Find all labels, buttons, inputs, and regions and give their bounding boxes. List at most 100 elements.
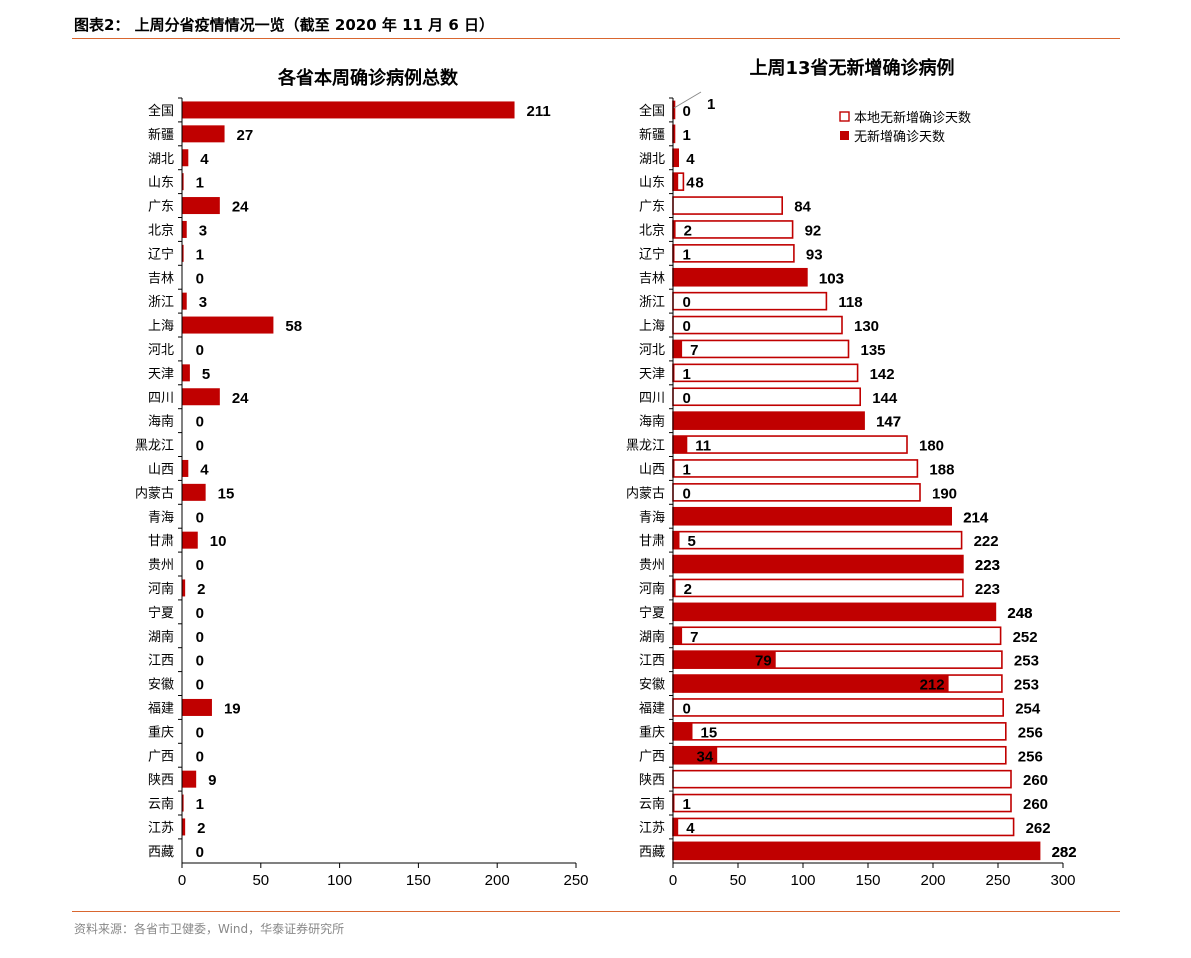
left-bar bbox=[182, 316, 274, 334]
right-category-label: 内蒙古 bbox=[626, 485, 665, 501]
right-filled-label: 1 bbox=[683, 366, 691, 383]
right-outline-bar bbox=[672, 387, 861, 407]
right-filled-bar bbox=[673, 675, 949, 693]
right-category-label: 重庆 bbox=[639, 724, 665, 740]
right-category-label: 河北 bbox=[639, 343, 665, 358]
left-category-label: 甘肃 bbox=[148, 534, 174, 549]
right-filled-label: 248 bbox=[1007, 605, 1032, 622]
right-outline-label: 223 bbox=[975, 557, 1000, 574]
right-filled-label: 0 bbox=[683, 103, 691, 120]
right-outline-label: 190 bbox=[932, 485, 957, 502]
right-category-label: 河南 bbox=[639, 581, 665, 597]
right-outline-label: 256 bbox=[1018, 748, 1043, 765]
left-category-label: 四川 bbox=[148, 391, 174, 406]
left-category-label: 湖北 bbox=[148, 152, 174, 167]
left-value-label: 5 bbox=[202, 366, 210, 383]
left-bar bbox=[182, 388, 220, 406]
right-filled-label: 1 bbox=[683, 127, 691, 144]
left-bar bbox=[182, 292, 187, 310]
figure-title: 图表2： 上周分省疫情情况一览（截至 2020 年 11 月 6 日） bbox=[74, 16, 495, 34]
right-chart-title: 上周13省无新增确诊病例 bbox=[749, 57, 954, 79]
left-category-label: 黑龙江 bbox=[135, 439, 174, 454]
left-value-label: 1 bbox=[196, 796, 204, 813]
left-bar bbox=[182, 483, 206, 501]
right-outline-label: 262 bbox=[1026, 820, 1051, 837]
right-category-label: 海南 bbox=[639, 414, 665, 430]
right-filled-label: 5 bbox=[688, 533, 696, 550]
right-outline-label: 103 bbox=[819, 270, 844, 287]
left-category-label: 陕西 bbox=[148, 773, 174, 788]
right-filled-label: 4 bbox=[686, 151, 695, 168]
right-filled-label: 214 bbox=[963, 509, 989, 526]
right-filled-bar bbox=[673, 746, 718, 764]
right-outline-bar bbox=[672, 793, 1012, 813]
left-value-label: 0 bbox=[196, 414, 204, 431]
right-filled-bar bbox=[673, 125, 675, 143]
left-category-label: 辽宁 bbox=[148, 246, 174, 262]
legend-filled-swatch bbox=[840, 131, 849, 140]
left-x-tick-label: 100 bbox=[327, 872, 352, 889]
right-outline-bar bbox=[672, 459, 919, 478]
left-value-label: 1 bbox=[196, 246, 204, 263]
left-value-label: 3 bbox=[199, 222, 207, 239]
top-rule bbox=[72, 38, 1120, 39]
left-bar bbox=[182, 197, 220, 215]
right-category-label: 江西 bbox=[639, 654, 665, 669]
right-category-label: 天津 bbox=[639, 367, 665, 382]
right-outline-bar bbox=[672, 530, 963, 550]
right-filled-label: 15 bbox=[701, 724, 718, 741]
right-category-label: 广西 bbox=[639, 749, 665, 764]
left-value-label: 0 bbox=[196, 677, 204, 694]
right-category-label: 宁夏 bbox=[639, 605, 665, 621]
left-value-label: 9 bbox=[208, 772, 216, 789]
left-bar bbox=[182, 220, 187, 238]
right-filled-label: 34 bbox=[697, 748, 714, 765]
left-category-label: 河北 bbox=[148, 343, 174, 358]
right-filled-bar bbox=[673, 555, 963, 573]
source-note: 资料来源：各省市卫健委，Wind，华泰证券研究所 bbox=[74, 922, 345, 936]
left-value-label: 10 bbox=[210, 533, 227, 550]
right-outline-bar bbox=[672, 483, 921, 502]
right-filled-label: 0 bbox=[683, 485, 691, 502]
right-filled-bar bbox=[673, 579, 676, 597]
right-category-label: 西藏 bbox=[639, 845, 665, 860]
left-bar bbox=[182, 101, 515, 119]
left-value-label: 0 bbox=[196, 605, 204, 622]
left-bar bbox=[182, 818, 186, 836]
left-value-label: 0 bbox=[196, 342, 204, 359]
left-bar bbox=[182, 244, 184, 262]
right-filled-bar bbox=[673, 268, 807, 286]
left-category-label: 湖南 bbox=[148, 629, 174, 645]
right-category-label: 青海 bbox=[639, 510, 665, 525]
left-bar bbox=[182, 794, 184, 812]
right-outline-bar bbox=[672, 769, 1012, 789]
right-category-label: 云南 bbox=[639, 796, 665, 812]
legend-outline-label: 本地无新增确诊天数 bbox=[854, 110, 971, 126]
right-outline-label: 256 bbox=[1018, 724, 1043, 741]
left-category-label: 江西 bbox=[148, 654, 174, 669]
left-value-label: 2 bbox=[197, 581, 205, 598]
right-category-label: 福建 bbox=[639, 701, 665, 716]
right-filled-bar bbox=[673, 459, 675, 477]
legend-filled-label: 无新增确诊天数 bbox=[854, 129, 945, 145]
right-outline-label: 84 bbox=[794, 199, 811, 216]
left-value-label: 4 bbox=[200, 461, 209, 478]
left-category-label: 全国 bbox=[148, 103, 174, 119]
left-bar-chart: 各省本周确诊病例总数 21127412431035805240041501002… bbox=[135, 67, 589, 889]
right-filled-bar bbox=[673, 794, 675, 812]
right-filled-bar bbox=[673, 842, 1040, 860]
right-filled-label: 7 bbox=[690, 629, 698, 646]
right-outline-label: 254 bbox=[1015, 700, 1041, 717]
right-filled-label: 0 bbox=[683, 700, 691, 717]
left-category-label: 西藏 bbox=[148, 845, 174, 860]
right-filled-bar bbox=[673, 627, 683, 645]
left-bar bbox=[182, 531, 198, 549]
left-value-label: 0 bbox=[196, 653, 204, 670]
right-filled-bar bbox=[673, 603, 996, 621]
right-filled-bar bbox=[673, 531, 680, 549]
right-filled-bar bbox=[673, 220, 676, 238]
right-category-label: 安徽 bbox=[639, 678, 665, 693]
left-bar bbox=[182, 579, 186, 597]
right-outline-label: 130 bbox=[854, 318, 879, 335]
left-value-label: 3 bbox=[199, 294, 207, 311]
